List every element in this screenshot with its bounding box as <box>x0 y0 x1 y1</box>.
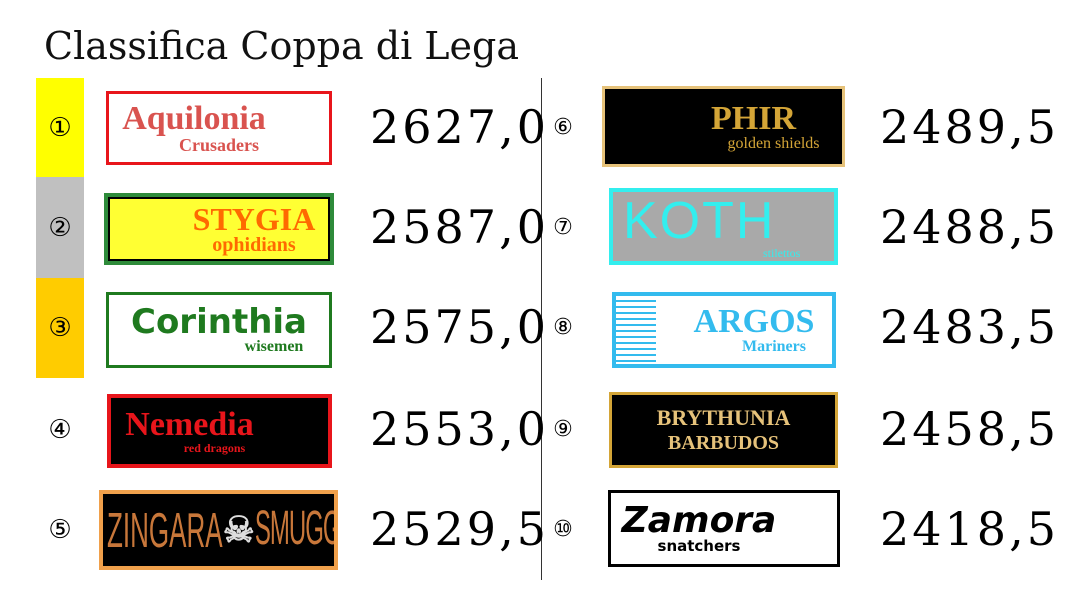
team-name: Nemedia <box>125 406 254 443</box>
team-score: 2488,5 <box>880 200 1059 254</box>
rank-badge: ⑩ <box>553 517 573 542</box>
rank-badge: ① <box>48 113 72 143</box>
team-logo: ZINGARA ☠ SMUGGLERS <box>99 490 338 570</box>
team-subtitle: golden shields <box>727 134 820 152</box>
team-subtitle: BARBUDOS <box>667 432 780 454</box>
team-score: 2587,0 <box>370 200 549 254</box>
column-divider <box>541 78 542 580</box>
team-name: Zamora <box>621 500 777 541</box>
team-score: 2489,5 <box>880 100 1059 154</box>
team-score: 2483,5 <box>880 300 1059 354</box>
rank-badge: ④ <box>48 415 72 445</box>
team-subtitle: Crusaders <box>179 135 259 155</box>
team-subtitle: stilettos <box>763 245 801 260</box>
rank-badge: ⑦ <box>553 215 573 240</box>
rank-badge: ② <box>48 213 72 243</box>
team-score: 2575,0 <box>370 300 549 354</box>
team-name: ZINGARA <box>107 501 223 559</box>
team-name: STYGIA <box>192 201 316 237</box>
rank-badge: ⑨ <box>553 417 573 442</box>
team-subtitle: ophidians <box>212 234 296 256</box>
team-score: 2418,5 <box>880 502 1059 556</box>
team-subtitle: SMUGGLERS <box>254 502 334 556</box>
team-score: 2627,0 <box>370 100 549 154</box>
team-score: 2458,5 <box>880 402 1059 456</box>
team-name: Corinthia <box>131 302 307 342</box>
rank-badge: ③ <box>48 313 72 343</box>
team-subtitle: wisemen <box>244 338 304 355</box>
rank-badge: ⑥ <box>553 115 573 140</box>
skull-icon: ☠ <box>222 510 255 550</box>
team-score: 2529,5 <box>370 502 549 556</box>
podium-bronze <box>36 278 84 378</box>
team-logo: ARGOS Mariners <box>612 292 836 368</box>
team-subtitle: red dragons <box>183 441 246 455</box>
team-logo: BRYTHUNIA BARBUDOS <box>609 392 838 468</box>
team-subtitle: Mariners <box>742 338 806 355</box>
team-logo: Corinthia wisemen <box>106 292 332 368</box>
team-name: KOTH <box>623 191 776 250</box>
rank-badge: ⑧ <box>553 315 573 340</box>
team-subtitle: snatchers <box>657 537 741 555</box>
team-logo: Zamora snatchers <box>608 490 840 567</box>
team-logo: KOTH stilettos <box>609 188 838 265</box>
team-name: BRYTHUNIA <box>656 405 791 430</box>
rank-badge: ⑤ <box>48 515 72 545</box>
podium-silver <box>36 177 84 278</box>
team-logo: PHIR golden shields <box>602 86 845 167</box>
team-name: ARGOS <box>693 303 815 340</box>
team-logo: STYGIA ophidians <box>104 193 334 265</box>
page-title: Classifica Coppa di Lega <box>44 24 519 68</box>
team-name: Aquilonia <box>122 100 266 137</box>
podium-gold <box>36 78 84 177</box>
team-logo: Aquilonia Crusaders <box>106 91 332 165</box>
team-score: 2553,0 <box>370 402 549 456</box>
team-name: PHIR <box>711 99 796 137</box>
team-logo: Nemedia red dragons <box>107 394 332 468</box>
